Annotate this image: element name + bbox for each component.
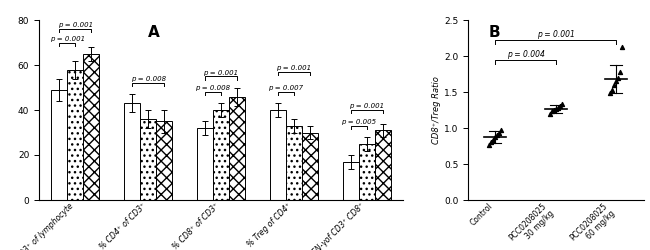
Text: B: B [489, 26, 500, 40]
Bar [83, 54, 99, 200]
Point [551, 106, 561, 110]
Y-axis label: CD8⁺/Treg Ratio: CD8⁺/Treg Ratio [432, 76, 441, 144]
Bar [213, 110, 229, 200]
Text: p = 0.001: p = 0.001 [58, 22, 93, 28]
Point [611, 79, 621, 83]
Bar [270, 110, 286, 200]
Point [556, 102, 567, 106]
Text: p = 0.007: p = 0.007 [268, 85, 304, 91]
Bar [286, 126, 302, 200]
Text: p = 0.001: p = 0.001 [50, 36, 85, 42]
Point [547, 110, 557, 114]
Text: p = 0.008: p = 0.008 [196, 85, 231, 91]
Point [613, 76, 623, 80]
Point [549, 108, 559, 112]
Point [545, 112, 555, 116]
Point [484, 142, 495, 146]
Text: p = 0.001: p = 0.001 [276, 65, 311, 71]
Text: p = 0.001: p = 0.001 [537, 30, 575, 40]
Text: p = 0.001: p = 0.001 [203, 70, 239, 75]
Text: A: A [148, 26, 160, 40]
Point [494, 131, 504, 135]
Point [490, 135, 501, 139]
Point [609, 83, 619, 87]
Bar [343, 162, 359, 200]
Point [607, 88, 618, 92]
Text: p = 0.005: p = 0.005 [341, 119, 376, 125]
Point [605, 92, 616, 96]
Bar [302, 132, 318, 200]
Point [492, 133, 502, 137]
Point [552, 106, 563, 110]
Point [554, 104, 565, 108]
Bar [51, 90, 68, 200]
Bar [197, 128, 213, 200]
Text: p = 0.001: p = 0.001 [349, 103, 384, 109]
Point [496, 128, 506, 132]
Point [615, 70, 625, 74]
Legend: Control, PCC0208025 30 mg/kg, PCC0208025 60 mg/kg: Control, PCC0208025 30 mg/kg, PCC0208025… [473, 20, 588, 59]
Point [486, 140, 497, 144]
Point [617, 45, 627, 49]
Bar [359, 144, 374, 200]
Point [488, 138, 499, 141]
Text: p = 0.008: p = 0.008 [131, 76, 166, 82]
Bar [156, 121, 172, 200]
Bar [229, 96, 245, 200]
Bar [68, 70, 83, 200]
Text: p = 0.004: p = 0.004 [506, 50, 545, 59]
Bar [140, 119, 156, 200]
Bar [374, 130, 391, 200]
Bar [124, 103, 140, 200]
